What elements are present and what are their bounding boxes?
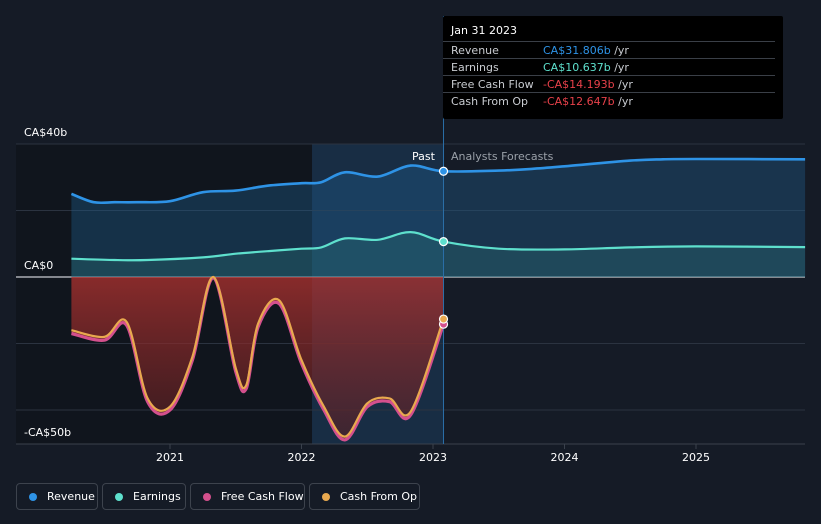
- past-region-label: Past: [412, 150, 435, 163]
- tooltip-row-value: -CA$12.647b /yr: [543, 95, 633, 108]
- cashflow-negative-area: [71, 277, 444, 440]
- tooltip-value-text: CA$10.637b: [543, 61, 611, 74]
- tooltip-unit: /yr: [618, 95, 633, 108]
- tooltip-row-earnings: Earnings CA$10.637b /yr: [443, 58, 775, 76]
- earnings-line: [71, 230, 806, 262]
- earnings-marker: [438, 237, 449, 247]
- y-tick-label-zero: CA$0: [24, 259, 54, 272]
- x-tick-label: 2024: [550, 451, 579, 464]
- tooltip-row-value: -CA$14.193b /yr: [543, 78, 633, 91]
- forecast-region-label: Analysts Forecasts: [451, 150, 554, 163]
- legend-dot-icon: [115, 492, 123, 501]
- legend-dot-icon: [322, 492, 330, 501]
- tooltip-value-text: CA$31.806b: [543, 44, 611, 57]
- tooltip-unit: /yr: [614, 44, 629, 57]
- tooltip-value-text: -CA$14.193b: [543, 78, 615, 91]
- legend-label: Earnings: [133, 490, 181, 503]
- legend-item-earnings[interactable]: Earnings: [102, 483, 186, 510]
- revenue-line: [70, 157, 806, 205]
- legend-label: Free Cash Flow: [221, 490, 304, 503]
- tooltip-date: Jan 31 2023: [451, 24, 517, 37]
- tooltip-unit: /yr: [618, 78, 633, 91]
- tooltip-row-value: CA$10.637b /yr: [543, 61, 629, 74]
- x-tick-label: 2023: [419, 451, 447, 464]
- tooltip-unit: /yr: [614, 61, 629, 74]
- cash-from-op-marker: [438, 314, 449, 324]
- y-tick-label-top: CA$40b: [24, 126, 68, 139]
- x-tick-label: 2021: [156, 451, 184, 464]
- x-tick-label: 2022: [287, 451, 316, 464]
- y-tick-label-bottom: -CA$50b: [24, 426, 72, 439]
- tooltip-row-name: Earnings: [451, 61, 499, 74]
- tooltip-row-cash-from-op: Cash From Op -CA$12.647b /yr: [443, 92, 775, 110]
- earnings-area: [71, 232, 806, 277]
- tooltip-row-revenue: Revenue CA$31.806b /yr: [443, 41, 775, 59]
- legend-label: Revenue: [47, 490, 95, 503]
- legend-dot-icon: [29, 492, 37, 501]
- data-tooltip: Jan 31 2023 Revenue CA$31.806b /yr Earni…: [443, 16, 783, 119]
- cash-from-op-line: [71, 275, 445, 438]
- tooltip-row-name: Free Cash Flow: [451, 78, 534, 91]
- legend-dot-icon: [203, 492, 211, 501]
- legend-item-cash-from-op[interactable]: Cash From Op: [309, 483, 420, 510]
- x-tick-label: 2025: [682, 451, 710, 464]
- revenue-marker: [438, 166, 449, 176]
- tooltip-row-free-cash-flow: Free Cash Flow -CA$14.193b /yr: [443, 75, 775, 93]
- legend-item-revenue[interactable]: Revenue: [16, 483, 98, 510]
- tooltip-value-text: -CA$12.647b: [543, 95, 615, 108]
- tooltip-row-name: Revenue: [451, 44, 499, 57]
- tooltip-row-value: CA$31.806b /yr: [543, 44, 629, 57]
- tooltip-row-name: Cash From Op: [451, 95, 529, 108]
- legend-label: Cash From Op: [340, 490, 418, 503]
- legend-item-free-cash-flow[interactable]: Free Cash Flow: [190, 483, 305, 510]
